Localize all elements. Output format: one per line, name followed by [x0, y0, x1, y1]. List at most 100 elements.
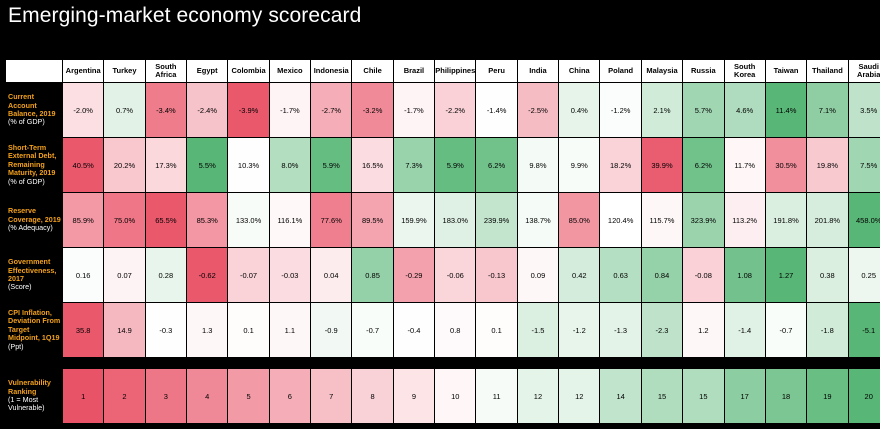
heatmap-cell-r1-thailand: 7.1%	[807, 83, 848, 137]
column-header-saudi-arabia: Saudi Arabia	[848, 60, 880, 82]
row-unit-text: (% Adequacy)	[8, 223, 53, 233]
ranking-cell-thailand: 19	[807, 369, 848, 423]
heatmap-cell-r2-south-africa: 17.3%	[145, 138, 187, 192]
heatmap-cell-r4-india: 0.09	[517, 248, 559, 302]
heatmap-cell-r2-china: 9.9%	[559, 138, 600, 192]
heatmap-cell-r2-egypt: 5.5%	[187, 138, 228, 192]
heatmap-cell-r3-saudi-arabia: 458.0%	[848, 193, 880, 247]
ranking-cell-colombia: 5	[228, 369, 269, 423]
heatmap-cell-r1-mexico: -1.7%	[269, 83, 311, 137]
heatmap-cell-r4-south-africa: 0.28	[145, 248, 187, 302]
heatmap-cell-r3-thailand: 201.8%	[807, 193, 848, 247]
heatmap-cell-r2-malaysia: 39.9%	[641, 138, 683, 192]
ranking-cell-indonesia: 7	[311, 369, 352, 423]
heatmap-cell-r4-colombia: -0.07	[228, 248, 269, 302]
column-header-taiwan: Taiwan	[765, 60, 807, 82]
ranking-cell-china: 12	[559, 369, 600, 423]
heatmap-cell-r5-thailand: -1.8	[807, 303, 848, 357]
ranking-cell-peru: 11	[476, 369, 517, 423]
heatmap-cell-r3-taiwan: 191.8%	[765, 193, 807, 247]
heatmap-cell-r5-poland: -1.3	[600, 303, 641, 357]
row-label-1: Current Account Balance, 2019 (% of GDP)	[6, 83, 62, 137]
row-label-text: Government Effectiveness, 2017	[8, 257, 57, 283]
heatmap-cell-r4-brazil: -0.29	[393, 248, 435, 302]
heatmap-cell-r1-peru: -1.4%	[476, 83, 517, 137]
heatmap-cell-r5-malaysia: -2.3	[641, 303, 683, 357]
heatmap-cell-r2-chile: 16.5%	[352, 138, 393, 192]
column-header-poland: Poland	[600, 60, 641, 82]
heatmap-cell-r1-colombia: -3.9%	[228, 83, 269, 137]
heatmap-cell-r3-malaysia: 115.7%	[641, 193, 683, 247]
heatmap-cell-r2-indonesia: 5.9%	[311, 138, 352, 192]
row-label-5: CPI Inflation, Deviation From Target Mid…	[6, 303, 62, 357]
heatmap-cell-r5-russia: 1.2	[683, 303, 724, 357]
heatmap-cell-r3-south-africa: 65.5%	[145, 193, 187, 247]
heatmap-cell-r2-mexico: 8.0%	[269, 138, 311, 192]
heatmap-cell-r1-brazil: -1.7%	[393, 83, 435, 137]
heatmap-cell-r4-argentina: 0.16	[63, 248, 104, 302]
heatmap-cell-r1-india: -2.5%	[517, 83, 559, 137]
ranking-row-label: Vulnerability Ranking (1 = Most Vulnerabl…	[6, 369, 62, 423]
column-header-south-africa: South Africa	[145, 60, 187, 82]
row-label-text: Reserve Coverage, 2019	[8, 206, 61, 224]
row-unit-text: (% of GDP)	[8, 117, 45, 127]
heatmap-cell-r2-thailand: 19.8%	[807, 138, 848, 192]
heatmap-cell-r3-argentina: 85.9%	[63, 193, 104, 247]
heatmap-cell-r5-colombia: 0.1	[228, 303, 269, 357]
heatmap-cell-r4-philippines: -0.06	[435, 248, 476, 302]
heatmap-cell-r2-taiwan: 30.5%	[765, 138, 807, 192]
ranking-cell-taiwan: 18	[765, 369, 807, 423]
scorecard-table: Argentina Turkey South Africa Egypt Colombia…	[6, 60, 880, 357]
row-label-3: Reserve Coverage, 2019 (% Adequacy)	[6, 193, 62, 247]
column-header-china: China	[559, 60, 600, 82]
heatmap-cell-r2-argentina: 40.5%	[63, 138, 104, 192]
ranking-unit-text: (1 = Most Vulnerable)	[8, 395, 45, 413]
heatmap-cell-r3-peru: 239.9%	[476, 193, 517, 247]
ranking-cell-malaysia: 15	[641, 369, 683, 423]
column-header-colombia: Colombia	[228, 60, 269, 82]
heatmap-cell-r4-mexico: -0.03	[269, 248, 311, 302]
column-header-indonesia: Indonesia	[311, 60, 352, 82]
heatmap-cell-r4-russia: -0.08	[683, 248, 724, 302]
heatmap-cell-r5-philippines: 0.8	[435, 303, 476, 357]
heatmap-cell-r1-philippines: -2.2%	[435, 83, 476, 137]
heatmap-cell-r5-brazil: -0.4	[393, 303, 435, 357]
heatmap-cell-r4-chile: 0.85	[352, 248, 393, 302]
heatmap-cell-r2-colombia: 10.3%	[228, 138, 269, 192]
heatmap-cell-r3-south-korea: 113.2%	[724, 193, 765, 247]
heatmap-cell-r5-argentina: 35.8	[63, 303, 104, 357]
column-header-mexico: Mexico	[269, 60, 311, 82]
header-corner	[6, 60, 62, 82]
heatmap-cell-r3-russia: 323.9%	[683, 193, 724, 247]
ranking-label-text: Vulnerability Ranking	[8, 378, 51, 396]
ranking-cell-india: 12	[517, 369, 559, 423]
heatmap-cell-r4-china: 0.42	[559, 248, 600, 302]
column-header-turkey: Turkey	[104, 60, 145, 82]
ranking-cell-philippines: 10	[435, 369, 476, 423]
heatmap-cell-r3-egypt: 85.3%	[187, 193, 228, 247]
heatmap-cell-r2-india: 9.8%	[517, 138, 559, 192]
heatmap-cell-r3-poland: 120.4%	[600, 193, 641, 247]
heatmap-cell-r4-malaysia: 0.84	[641, 248, 683, 302]
heatmap-cell-r5-taiwan: -0.7	[765, 303, 807, 357]
column-header-brazil: Brazil	[393, 60, 435, 82]
column-header-philippines: Philippines	[435, 60, 476, 82]
heatmap-cell-r5-indonesia: -0.9	[311, 303, 352, 357]
heatmap-cell-r2-poland: 18.2%	[600, 138, 641, 192]
heatmap-cell-r5-egypt: 1.3	[187, 303, 228, 357]
chart-title: Emerging-market economy scorecard	[8, 4, 362, 27]
heatmap-cell-r3-china: 85.0%	[559, 193, 600, 247]
column-header-india: India	[517, 60, 559, 82]
column-header-egypt: Egypt	[187, 60, 228, 82]
heatmap-cell-r4-south-korea: 1.08	[724, 248, 765, 302]
heatmap-cell-r4-indonesia: 0.04	[311, 248, 352, 302]
row-unit-text: (Score)	[8, 282, 32, 292]
heatmap-cell-r2-russia: 6.2%	[683, 138, 724, 192]
heatmap-cell-r5-peru: 0.1	[476, 303, 517, 357]
heatmap-cell-r1-russia: 5.7%	[683, 83, 724, 137]
heatmap-cell-r5-china: -1.2	[559, 303, 600, 357]
heatmap-cell-r1-saudi-arabia: 3.5%	[848, 83, 880, 137]
heatmap-cell-r5-mexico: 1.1	[269, 303, 311, 357]
heatmap-cell-r1-china: 0.4%	[559, 83, 600, 137]
heatmap-cell-r1-indonesia: -2.7%	[311, 83, 352, 137]
